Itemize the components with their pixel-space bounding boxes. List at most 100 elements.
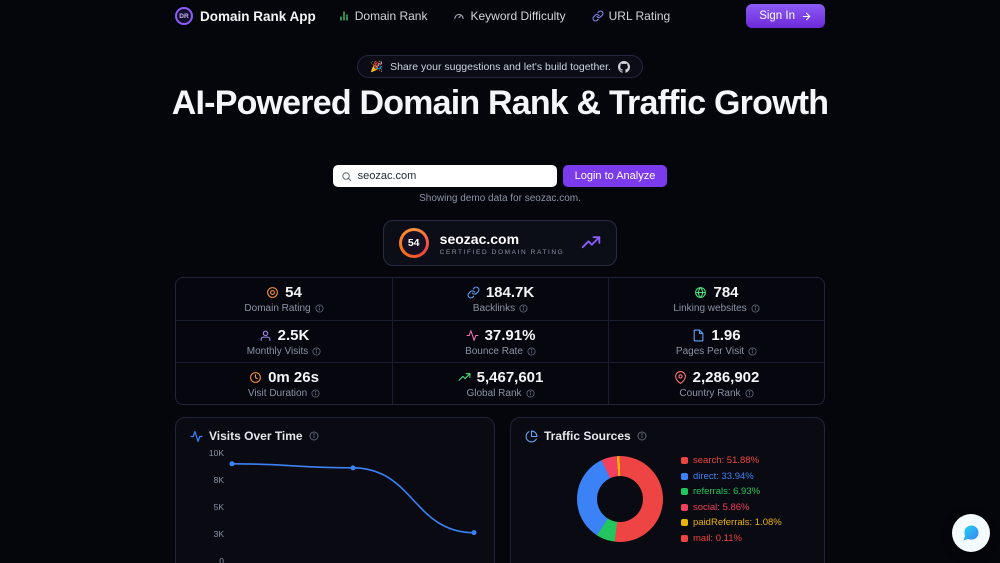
domain-score-card: 54 seozac.com CERTIFIED DOMAIN RATING bbox=[382, 220, 618, 266]
legend-bullet bbox=[681, 503, 688, 511]
stat-label: Monthly Visits bbox=[246, 345, 309, 357]
party-emoji: 🎉 bbox=[370, 61, 384, 73]
top-bar: DR Domain Rank App Domain Rank Keyword D… bbox=[0, 0, 1000, 32]
svg-text:0: 0 bbox=[219, 556, 224, 563]
score-subtitle: CERTIFIED DOMAIN RATING bbox=[439, 248, 565, 256]
search-icon bbox=[341, 171, 352, 182]
traffic-donut-chart bbox=[577, 456, 663, 543]
map-pin-icon bbox=[674, 370, 687, 384]
pulse-icon bbox=[190, 430, 203, 443]
user-icon bbox=[259, 329, 272, 342]
chart-title: Visits Over Time bbox=[209, 429, 303, 443]
stat-value: 0m 26s bbox=[268, 368, 319, 386]
traffic-legend: search: 51.88% direct: 33.94% referrals: 6… bbox=[681, 455, 782, 544]
info-icon[interactable] bbox=[312, 346, 321, 356]
info-icon[interactable] bbox=[637, 431, 647, 441]
info-icon[interactable] bbox=[315, 304, 324, 313]
legend-item: social: 5.86% bbox=[681, 502, 782, 513]
brand-home-link[interactable]: DR Domain Rank App bbox=[175, 7, 316, 25]
traffic-sources-card: Traffic Sources search: 51.88% direct: 33… bbox=[510, 417, 825, 563]
link-icon bbox=[592, 10, 604, 22]
stat-global-rank: 5,467,601 Global Rank bbox=[392, 362, 608, 404]
stat-label: Pages Per Visit bbox=[675, 345, 745, 357]
legend-bullet bbox=[681, 534, 688, 542]
github-icon bbox=[617, 60, 630, 73]
info-icon[interactable] bbox=[751, 304, 760, 313]
stat-country-rank: 2,286,902 Country Rank bbox=[608, 362, 824, 404]
score-ring: 54 bbox=[398, 228, 429, 258]
pie-chart-icon bbox=[525, 430, 538, 443]
legend-item: direct: 33.94% bbox=[681, 471, 782, 482]
info-icon[interactable] bbox=[748, 346, 757, 356]
file-icon bbox=[692, 329, 705, 342]
target-icon bbox=[266, 286, 279, 299]
legend-bullet bbox=[681, 519, 688, 526]
visits-over-time-card: Visits Over Time 10K 8K 5K 3K 0 bbox=[175, 417, 495, 563]
domain-search-box bbox=[332, 165, 557, 187]
stat-label: Country Rank bbox=[679, 387, 741, 399]
chart-title: Traffic Sources bbox=[544, 429, 631, 443]
main-nav: Domain Rank Keyword Difficulty URL Ratin… bbox=[338, 9, 670, 23]
legend-bullet bbox=[681, 488, 688, 495]
stat-bounce-rate: 37.91% Bounce Rate bbox=[392, 320, 608, 362]
clock-icon bbox=[249, 371, 262, 384]
nav-item-keyword-difficulty[interactable]: Keyword Difficulty bbox=[453, 9, 566, 23]
score-value: 54 bbox=[401, 231, 426, 255]
badge-text: Share your suggestions and let's build t… bbox=[390, 60, 611, 73]
info-icon[interactable] bbox=[527, 346, 536, 356]
backlink-icon bbox=[467, 286, 480, 299]
nav-item-domain-rank[interactable]: Domain Rank bbox=[338, 9, 427, 23]
svg-text:3K: 3K bbox=[214, 529, 225, 539]
page-title: AI-Powered Domain Rank & Traffic Growth bbox=[171, 84, 829, 122]
analyze-button[interactable]: Login to Analyze bbox=[562, 165, 668, 187]
legend-item: paidReferrals: 1.08% bbox=[681, 517, 782, 528]
app-logo: DR bbox=[175, 7, 193, 25]
stat-label: Bounce Rate bbox=[465, 345, 523, 357]
sign-in-button[interactable]: Sign In bbox=[746, 4, 825, 28]
stat-pages-per-visit: 1.96 Pages Per Visit bbox=[608, 320, 824, 362]
chat-bubble-icon bbox=[961, 523, 981, 543]
stat-visit-duration: 0m 26s Visit Duration bbox=[176, 362, 392, 404]
activity-icon bbox=[466, 329, 479, 342]
stat-label: Visit Duration bbox=[247, 387, 308, 399]
stat-value: 1.96 bbox=[711, 326, 741, 344]
legend-item: search: 51.88% bbox=[681, 455, 782, 466]
stat-monthly-visits: 2.5K Monthly Visits bbox=[176, 320, 392, 362]
nav-item-url-rating[interactable]: URL Rating bbox=[592, 9, 670, 23]
suggestions-badge[interactable]: 🎉 Share your suggestions and let's build… bbox=[357, 55, 643, 78]
stat-domain-rating: 54 Domain Rating bbox=[176, 278, 392, 320]
stat-linking-websites: 784 Linking websites bbox=[608, 278, 824, 320]
info-icon[interactable] bbox=[311, 388, 320, 398]
legend-label: referrals: 6.93% bbox=[693, 486, 761, 497]
stat-value: 54 bbox=[285, 284, 302, 301]
stat-label: Domain Rating bbox=[244, 303, 311, 314]
app-title: Domain Rank App bbox=[200, 8, 316, 24]
info-icon[interactable] bbox=[745, 388, 754, 398]
legend-label: direct: 33.94% bbox=[693, 470, 754, 482]
legend-label: mail: 0.11% bbox=[693, 532, 742, 544]
chat-launcher-button[interactable] bbox=[952, 514, 990, 552]
stat-value: 2,286,902 bbox=[692, 368, 760, 386]
stat-value: 784 bbox=[713, 284, 739, 301]
stat-value: 37.91% bbox=[484, 326, 536, 344]
stat-label: Backlinks bbox=[472, 303, 516, 314]
stat-value: 2.5K bbox=[277, 326, 310, 344]
stat-label: Linking websites bbox=[673, 303, 747, 314]
gauge-icon bbox=[453, 10, 465, 22]
legend-bullet bbox=[681, 457, 688, 464]
domain-search-input[interactable] bbox=[357, 170, 549, 182]
stat-value: 184.7K bbox=[485, 284, 535, 301]
arrow-right-icon bbox=[801, 11, 812, 22]
info-icon[interactable] bbox=[525, 388, 535, 398]
info-icon[interactable] bbox=[309, 431, 319, 441]
legend-bullet bbox=[681, 472, 688, 480]
trending-up-icon bbox=[581, 233, 601, 253]
demo-data-note: Showing demo data for seozac.com. bbox=[419, 193, 581, 204]
legend-item: referrals: 6.93% bbox=[681, 486, 782, 497]
visits-line-chart: 10K 8K 5K 3K 0 bbox=[209, 448, 477, 563]
donut-hole bbox=[597, 476, 643, 523]
info-icon[interactable] bbox=[519, 304, 528, 313]
stat-label: Global Rank bbox=[466, 387, 522, 399]
stats-grid: 54 Domain Rating 184.7K Backlinks 784 Li… bbox=[175, 277, 825, 405]
svg-text:8K: 8K bbox=[214, 475, 225, 485]
